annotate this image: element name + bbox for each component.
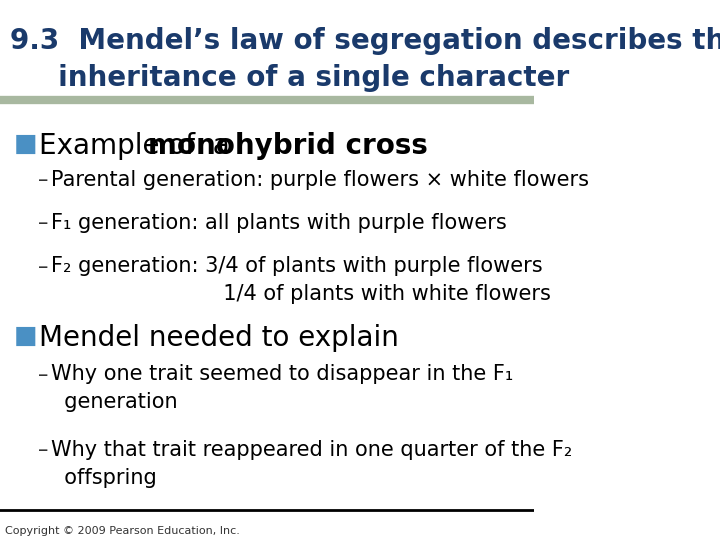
Text: –: – [38,256,49,276]
Text: –: – [38,440,49,460]
Text: ■: ■ [14,324,37,348]
Text: Copyright © 2009 Pearson Education, Inc.: Copyright © 2009 Pearson Education, Inc. [5,526,240,537]
Text: F₂ generation: 3/4 of plants with purple flowers
                          1/4 o: F₂ generation: 3/4 of plants with purple… [50,256,551,305]
Text: ■: ■ [14,132,37,156]
Text: Example of  a: Example of a [39,132,238,160]
Text: Why one trait seemed to disappear in the F₁
  generation: Why one trait seemed to disappear in the… [50,364,513,413]
Text: –: – [38,213,49,233]
Text: 9.3  Mendel’s law of segregation describes the
     inheritance of a single char: 9.3 Mendel’s law of segregation describe… [9,27,720,92]
Text: F₁ generation: all plants with purple flowers: F₁ generation: all plants with purple fl… [50,213,506,233]
Text: Mendel needed to explain: Mendel needed to explain [39,324,399,352]
Text: Why that trait reappeared in one quarter of the F₂
  offspring: Why that trait reappeared in one quarter… [50,440,572,488]
Text: –: – [38,170,49,190]
Text: monohybrid cross: monohybrid cross [148,132,428,160]
Text: –: – [38,364,49,384]
Text: Parental generation: purple flowers × white flowers: Parental generation: purple flowers × wh… [50,170,589,190]
